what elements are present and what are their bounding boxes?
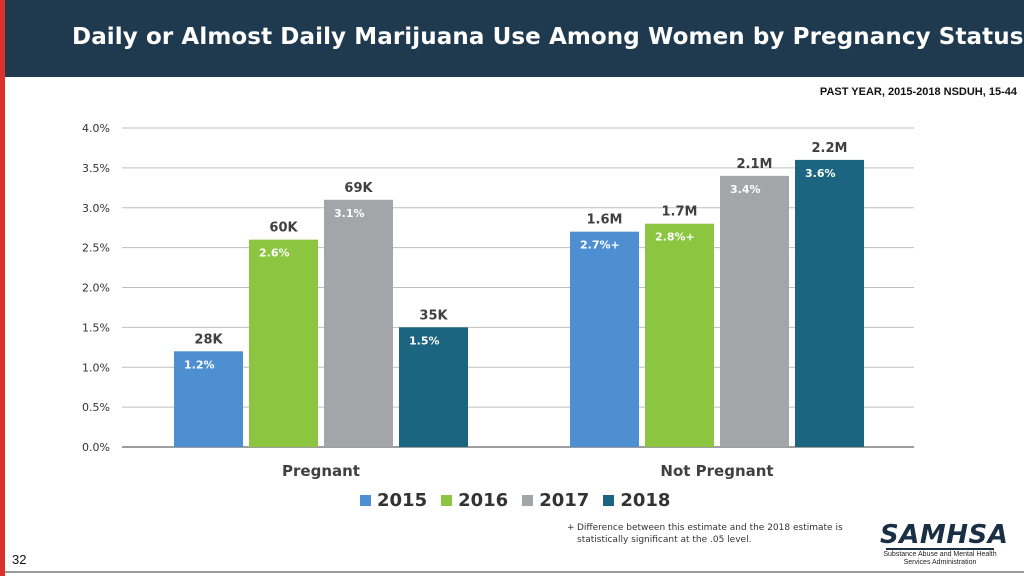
footnote: + Difference between this estimate and t… [567,522,867,546]
legend-entry-2017: 2017 [522,490,589,511]
slide-title: Daily or Almost Daily Marijuana Use Amon… [72,24,1024,50]
logo-underline [886,548,994,550]
bar-count-label: 1.7M [662,205,698,220]
legend-swatch [360,495,371,506]
bar-value-label: 3.6% [805,167,836,180]
bar-count-label: 2.1M [737,157,773,172]
page-number: 32 [12,552,27,567]
logo-tagline-line2: Services Administration [903,559,977,566]
y-tick-label: 0.0% [82,441,110,454]
samhsa-logo: SAMHSA Substance Abuse and Mental Health… [880,520,1009,567]
y-tick-label: 3.0% [82,202,110,215]
footnote-marker: + [567,523,575,533]
y-tick-label: 1.0% [82,361,110,374]
y-tick-label: 3.5% [82,162,110,175]
bar-value-label: 2.7%+ [580,239,620,252]
bar-value-label: 3.1% [334,207,365,220]
legend-entry-2015: 2015 [360,490,427,511]
legend-swatch [522,495,534,506]
bar-value-label: 2.6% [259,247,290,260]
bar-value-label: 1.5% [409,334,440,347]
legend-entry-2018: 2018 [603,490,670,511]
bar-count-label: 69K [344,181,373,196]
bar-pregnant-2018 [399,327,468,447]
x-category-label: Pregnant [282,462,360,480]
bottom-rule [5,571,1024,573]
legend-entry-2016: 2016 [441,490,508,511]
bar-not-pregnant-2015 [570,231,639,447]
chart-legend: 2015 2016 2017 2018 [360,490,670,511]
bar-value-label: 3.4% [730,183,761,196]
bar-count-label: 1.6M [587,213,623,228]
left-accent-rule [0,0,5,576]
bar-count-label: 60K [269,221,298,236]
y-tick-label: 2.0% [82,282,110,295]
bar-value-label: 2.8%+ [655,231,695,244]
footnote-text: Difference between this estimate and the… [577,523,843,545]
title-banner: Daily or Almost Daily Marijuana Use Amon… [5,0,1024,77]
bar-pregnant-2016 [249,239,318,447]
legend-label: 2018 [620,490,671,511]
bar-pregnant-2017 [324,199,393,447]
data-source-subtitle: PAST YEAR, 2015-2018 NSDUH, 15-44 [819,86,1017,98]
y-tick-label: 1.5% [82,321,110,334]
legend-label: 2015 [377,490,428,511]
logo-wordmark: SAMHSA [880,520,1009,550]
legend-label: 2017 [539,490,590,511]
y-tick-label: 0.5% [82,401,110,414]
bar-not-pregnant-2017 [720,175,789,447]
bar-count-label: 28K [194,332,223,347]
x-category-label: Not Pregnant [660,462,773,480]
legend-label: 2016 [458,490,509,511]
bar-not-pregnant-2018 [795,159,864,447]
legend-swatch [603,495,615,506]
logo-tagline-line1: Substance Abuse and Mental Health [883,551,997,558]
bar-not-pregnant-2016 [645,223,714,447]
legend-swatch [441,495,453,506]
y-tick-label: 2.5% [82,242,110,255]
bar-count-label: 35K [419,308,448,323]
bar-value-label: 1.2% [184,358,215,371]
y-tick-label: 4.0% [82,122,110,135]
bar-pregnant-2015 [174,351,243,447]
bar-count-label: 2.2M [812,141,848,156]
